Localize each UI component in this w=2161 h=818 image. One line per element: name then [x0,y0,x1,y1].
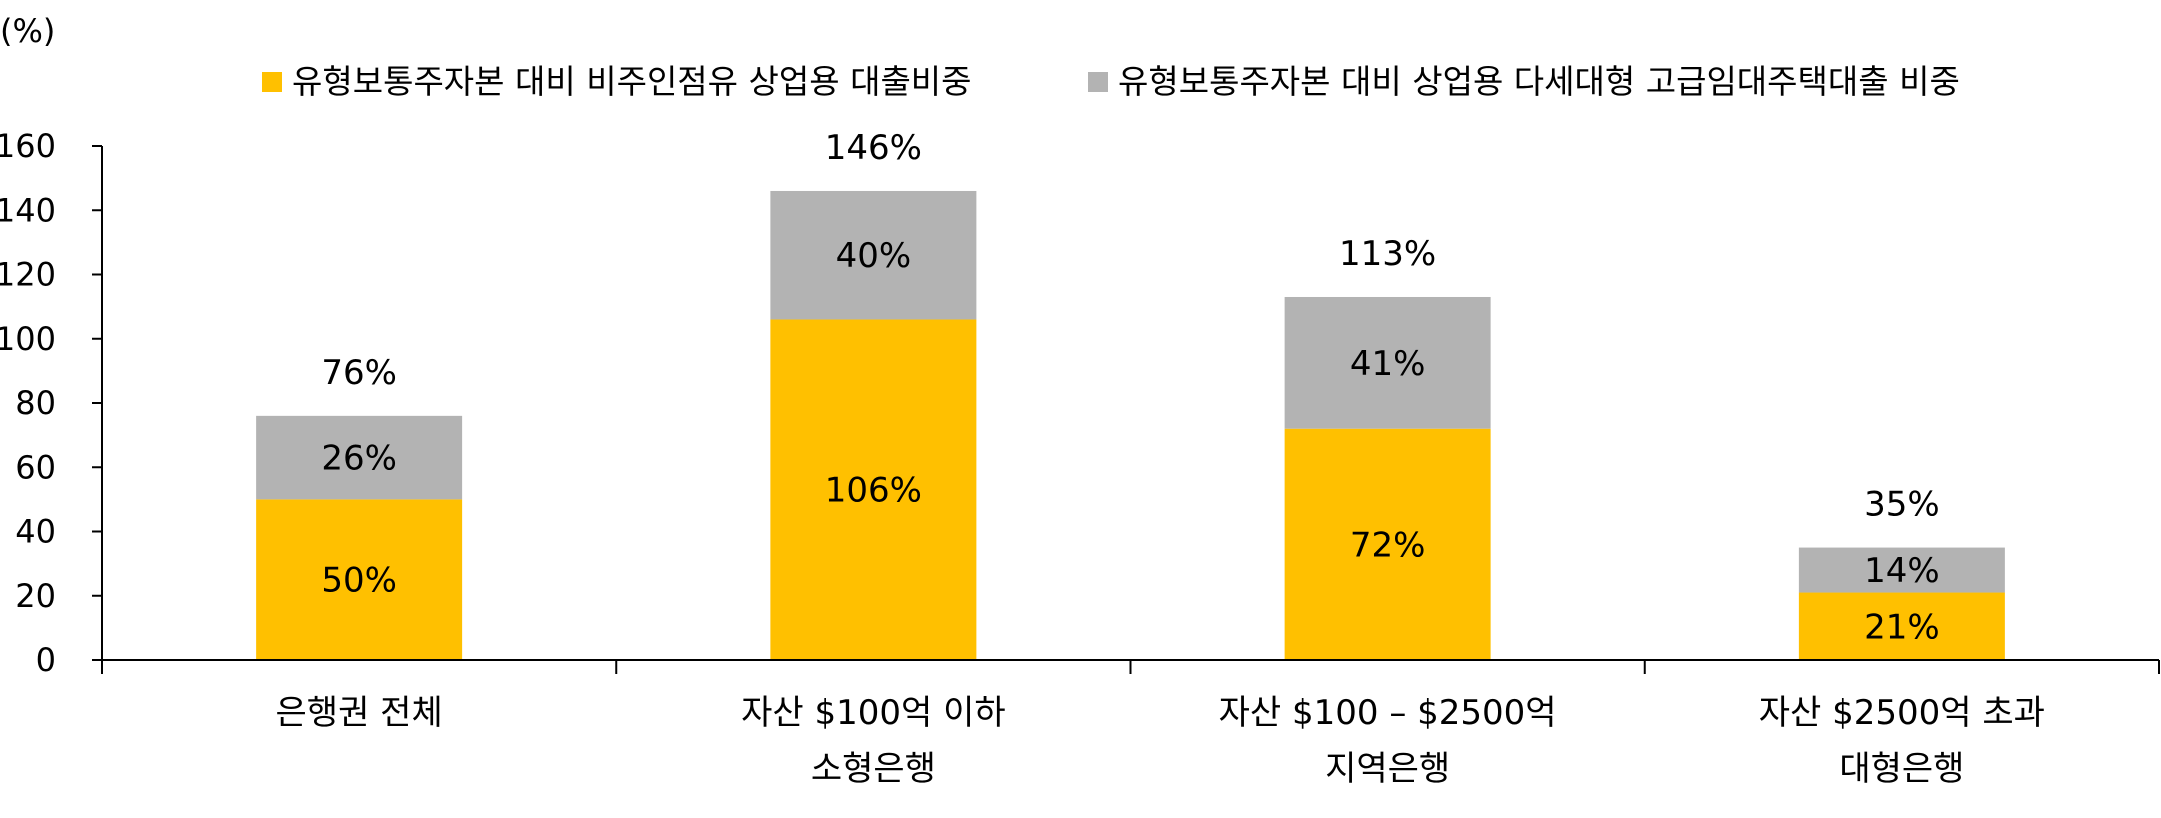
y-axis-unit-label: (%) [0,12,55,50]
bar-segment-series-2 [770,190,977,320]
bar-segment-series-1 [256,499,463,660]
category-label: 자산 $100 – $2500억 지역은행 [1219,693,1557,789]
data-label-series-2: 40% [836,236,912,276]
total-label: 76% [321,353,397,393]
data-label-series-1: 72% [1350,525,1426,565]
bar-segment-series-2 [1284,296,1491,429]
y-tick-label: 160 [0,127,56,165]
y-tick-label: 120 [0,256,56,294]
bar-segment-series-2 [256,415,463,500]
data-label-series-2: 14% [1864,551,1940,591]
legend: 유형보통주자본 대비 비주인점유 상업용 대출비중 유형보통주자본 대비 상업용… [262,62,1960,101]
data-label-series-1: 50% [321,561,397,601]
y-axis: 0 20 40 60 80 100 120 140 160 [0,127,103,679]
category-label: 자산 $100억 이하 소형은행 [741,693,1006,789]
data-label-series-1: 21% [1864,607,1940,647]
y-tick-label: 140 [0,191,56,229]
data-label-series-1: 106% [825,471,922,511]
total-label: 35% [1864,485,1940,525]
y-tick-label: 40 [15,513,56,551]
y-tick-label: 100 [0,320,56,358]
total-label: 113% [1339,234,1436,274]
bar-segment-series-2 [1798,547,2005,593]
data-label-series-2: 26% [321,439,397,479]
bar-segment-series-1 [1798,592,2005,660]
category-label: 자산 $2500억 초과 대형은행 [1759,693,2045,789]
bar-segment-series-1 [1284,428,1491,660]
data-label-series-2: 41% [1350,344,1426,384]
legend-label-series-1: 유형보통주자본 대비 비주인점유 상업용 대출비중 [292,62,972,101]
y-tick-label: 0 [36,641,56,679]
bars: 50% 26% 76% 106% 40% 146% 72% 41% 113% 21% 14% 35% [256,128,2005,660]
y-tick-label: 20 [15,577,56,615]
legend-swatch-series-1 [262,72,282,92]
total-label: 146% [825,128,922,168]
y-tick-label: 80 [15,384,56,422]
category-label: 은행권 전체 [276,693,443,733]
y-tick-label: 60 [15,448,56,486]
x-axis: 은행권 전체 자산 $100억 이하 소형은행 자산 $100 – $2500억 지역은… [101,659,2160,789]
legend-swatch-series-2 [1088,72,1108,92]
bar-segment-series-1 [770,319,977,660]
legend-label-series-2: 유형보통주자본 대비 상업용 다세대형 고급임대주택대출 비중 [1118,62,1960,101]
